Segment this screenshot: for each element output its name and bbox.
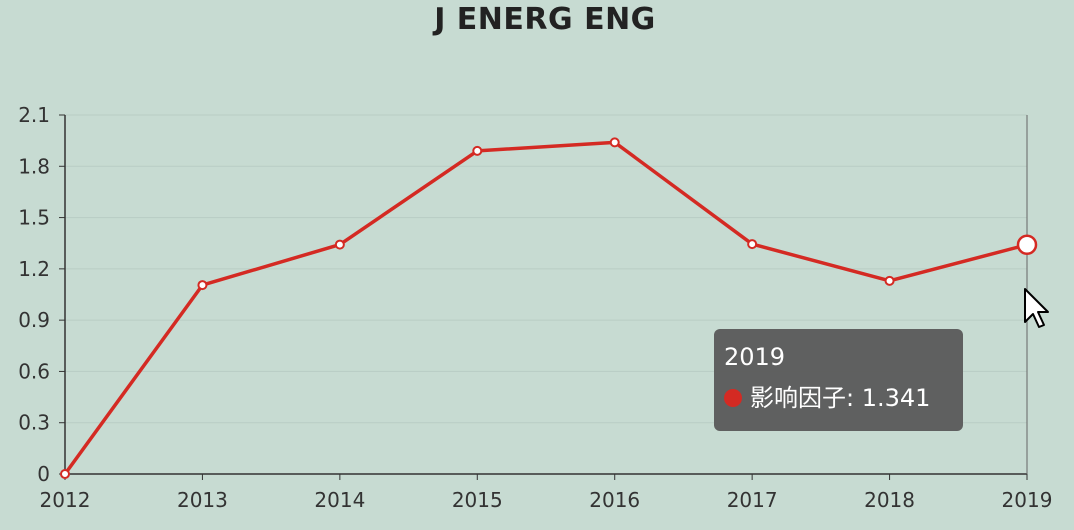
data-point: [884, 275, 895, 286]
data-point: [472, 145, 483, 156]
data-point: [197, 280, 208, 291]
x-tick-label: 2013: [177, 488, 228, 512]
chart-title: J ENERG ENG: [434, 2, 656, 37]
y-tick-label: 2.1: [18, 103, 50, 127]
series-line: [63, 140, 1028, 476]
y-tick-label: 0.6: [18, 359, 50, 383]
x-tick-label: 2012: [40, 488, 91, 512]
y-tick-label: 1.5: [18, 206, 50, 230]
data-point: [747, 239, 758, 250]
tooltip-title: 2019: [724, 343, 786, 371]
y-tick-label: 1.2: [18, 257, 50, 281]
y-tick-label: 1.8: [18, 154, 50, 178]
data-point: [60, 469, 70, 479]
x-tick-label: 2019: [1002, 488, 1053, 512]
series-color-marker: [724, 389, 742, 407]
x-tick-label: 2016: [589, 488, 640, 512]
y-tick-label: 0.9: [18, 308, 50, 332]
tooltip-row: 影响因子 : 1.341: [724, 381, 953, 415]
x-tick-label: 2017: [727, 488, 778, 512]
x-tick-label: 2014: [314, 488, 365, 512]
data-point: [334, 239, 345, 250]
data-tooltip: 2019 影响因子 : 1.341: [714, 329, 963, 431]
x-tick-label: 2018: [864, 488, 915, 512]
tooltip-value: 1.341: [861, 384, 931, 412]
tooltip-series-label: 影响因子: [750, 384, 846, 412]
tooltip-separator: :: [846, 384, 862, 412]
y-tick-label: 0.3: [18, 411, 50, 435]
y-tick-label: 0: [37, 462, 50, 486]
data-point: [1016, 234, 1038, 256]
data-point: [609, 137, 620, 148]
x-tick-label: 2015: [452, 488, 503, 512]
